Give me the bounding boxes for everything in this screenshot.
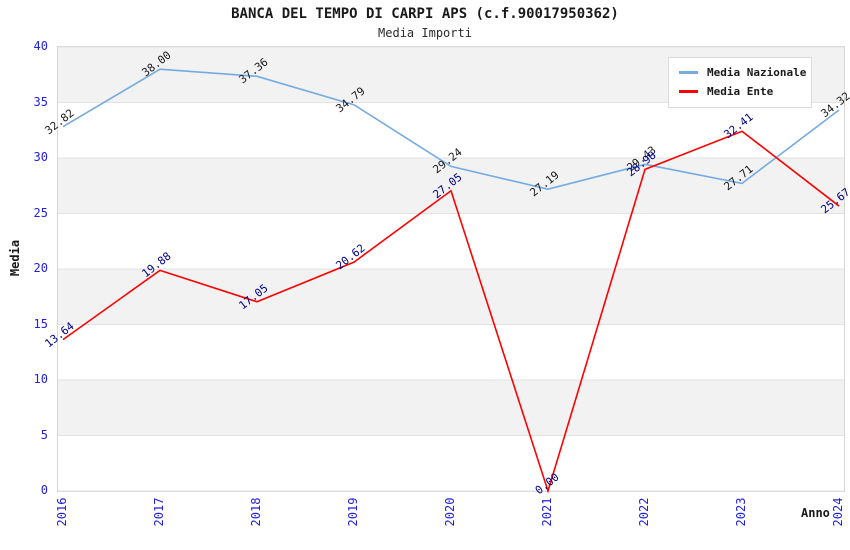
x-axis-title: Anno: [801, 506, 830, 520]
y-tick-label: 25: [33, 205, 48, 220]
plot-area: 32.82 38.00 37.36 34.79 29.24 27.19 29.43 27.71…: [43, 46, 850, 497]
x-tick-label: 2021: [540, 497, 554, 527]
x-tick-label: 2023: [734, 497, 748, 527]
series-line-media-ente: [62, 130, 840, 494]
series-plot: [58, 46, 844, 494]
x-tick-label: 2017: [152, 497, 166, 527]
x-tick-label: 2022: [637, 497, 651, 527]
legend: Media Nazionale Media Ente: [668, 57, 812, 108]
legend-swatch-line-icon: [679, 90, 698, 93]
x-tick-label: 2018: [249, 497, 263, 527]
legend-item: Media Ente: [669, 82, 811, 101]
y-tick-label: 20: [33, 261, 48, 275]
y-tick-label: 30: [33, 150, 48, 164]
legend-label: Media Ente: [707, 85, 774, 98]
chart-subtitle: Media Importi: [378, 26, 472, 40]
x-tick-label: 2019: [346, 497, 360, 527]
chart-title: BANCA DEL TEMPO DI CARPI APS (c.f.900179…: [231, 6, 619, 22]
x-tick-label: 2020: [443, 497, 457, 527]
legend-label: Media Nazionale: [707, 66, 807, 79]
series-line-media-nazionale: [62, 68, 840, 191]
x-tick-label: 2024: [831, 497, 845, 527]
y-tick-label: 40: [33, 39, 48, 53]
y-tick-label: 0: [40, 483, 48, 497]
legend-item: Media Nazionale: [669, 63, 811, 82]
legend-swatch-line-icon: [679, 71, 698, 74]
band: [58, 380, 844, 436]
band: [58, 269, 844, 325]
x-tick-label: 2016: [55, 497, 69, 527]
y-tick-label: 15: [33, 316, 48, 331]
y-tick-label: 10: [33, 372, 48, 386]
y-tick-label: 35: [33, 94, 48, 109]
y-tick-label: 5: [40, 427, 48, 442]
